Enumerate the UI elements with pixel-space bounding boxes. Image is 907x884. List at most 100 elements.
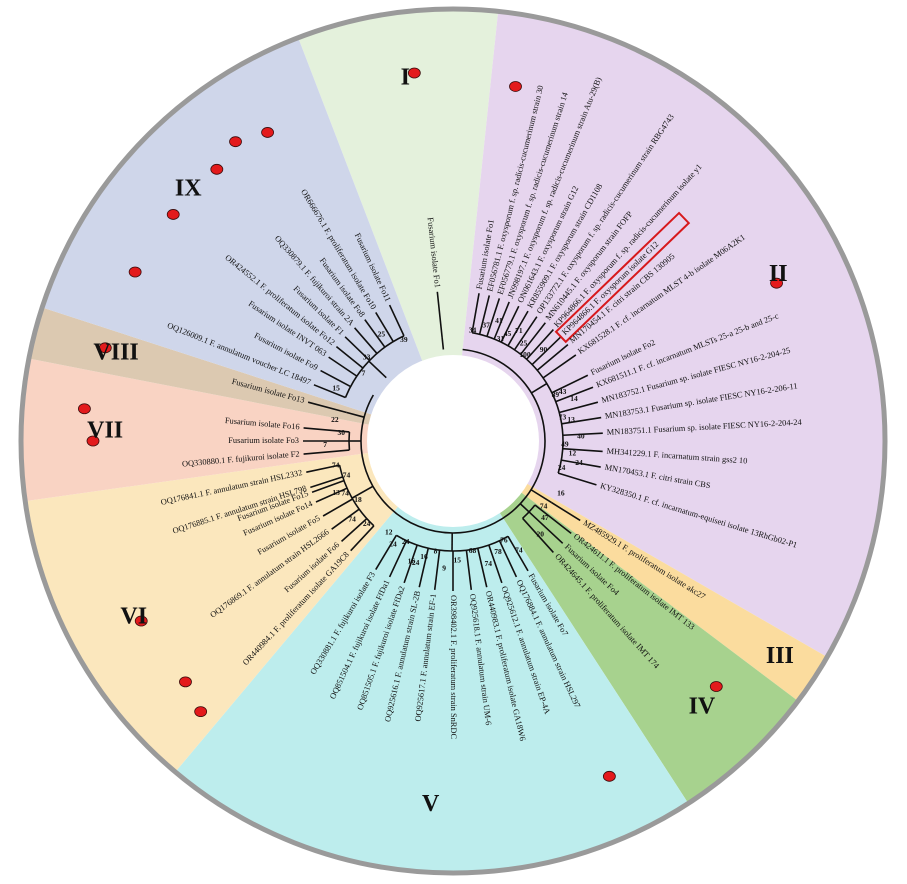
branch-v <box>388 540 408 578</box>
taxon-label: Fusarium isolate Fo3 <box>228 436 299 445</box>
branch-ii <box>513 316 538 351</box>
sample-marker <box>407 67 421 79</box>
sample-marker <box>78 403 91 415</box>
branch-v <box>465 550 473 590</box>
branch-ix <box>320 369 351 388</box>
bootstrap-value: 76 <box>500 536 508 545</box>
node-arc-vi <box>338 464 375 527</box>
bootstrap-value: 74 <box>341 488 349 497</box>
root-arc <box>360 348 546 534</box>
branches <box>303 291 603 591</box>
branch-vi <box>310 476 343 489</box>
bootstrap-value: 7 <box>362 368 366 377</box>
sample-marker <box>128 266 142 278</box>
branch-ii <box>500 305 520 343</box>
branch-iv <box>528 511 564 544</box>
bootstrap-value: 74 <box>343 470 351 479</box>
branch-v <box>507 535 529 572</box>
bootstrap-value: 41 <box>495 316 503 325</box>
branch-vi <box>311 479 345 494</box>
bootstrap-value: 20 <box>537 529 545 538</box>
bootstrap-value: 30 <box>338 428 346 437</box>
bootstrap-value: 15 <box>332 384 340 393</box>
branch-ix <box>313 384 346 399</box>
bootstrap-value: 49 <box>561 440 569 449</box>
clade-label-vii: VII <box>87 417 123 443</box>
branch-ii <box>493 301 510 340</box>
bootstrap-value: 15 <box>453 556 461 565</box>
sample-marker <box>179 676 192 688</box>
branch-ii <box>536 343 569 371</box>
stem-i <box>441 337 445 350</box>
bootstrap-value: 16 <box>408 557 416 566</box>
sample-marker <box>134 615 148 627</box>
stem-ix <box>368 360 387 379</box>
bootstrap-value: 45 <box>504 329 512 338</box>
branch-ii <box>471 293 480 333</box>
sample-marker <box>194 706 208 718</box>
marker-dots <box>78 67 783 782</box>
sample-marker <box>166 209 180 220</box>
branch-i <box>436 291 443 338</box>
inner-hub <box>367 355 539 527</box>
bootstrap-value: 14 <box>570 394 578 403</box>
sample-marker <box>210 163 224 175</box>
branch-ii <box>562 432 603 437</box>
clade-label-v: V <box>422 791 440 817</box>
branch-ii <box>478 295 491 335</box>
branch-vi <box>306 464 340 473</box>
branch-ix <box>335 345 364 369</box>
bootstrap-value: 89 <box>552 390 560 399</box>
stem-ii <box>531 382 548 394</box>
bootstrap-value: 13 <box>332 488 340 497</box>
sector-clade-i <box>294 9 500 441</box>
branch-v <box>403 544 418 584</box>
branch-ii <box>526 328 554 360</box>
node-arc-iv <box>522 504 536 519</box>
bootstrap-value: 43 <box>559 387 567 396</box>
sample-marker <box>86 435 100 447</box>
branch-ii <box>542 354 577 379</box>
branch-vi <box>315 487 348 503</box>
branch-ii <box>486 298 501 337</box>
bootstrap-value: 7 <box>323 440 327 449</box>
branch-ix <box>353 327 378 354</box>
clade-label-ix: IX <box>175 175 202 201</box>
bootstrap-value: 78 <box>494 547 502 556</box>
branch-v <box>375 534 398 570</box>
branch-ii <box>562 447 603 453</box>
clade-label-ii: II <box>769 261 788 287</box>
bootstrap-value: 37 <box>482 320 490 329</box>
stem-viii <box>346 411 365 418</box>
branch-iv <box>534 504 572 534</box>
bootstrap-value: 33 <box>363 352 371 361</box>
branch-ii <box>520 322 546 355</box>
bootstrap-value: 74 <box>332 461 340 470</box>
bootstrap-value: 90 <box>540 345 548 354</box>
branch-ii <box>561 416 602 425</box>
stem-iv <box>519 503 530 513</box>
branch-v <box>433 550 441 590</box>
branch-viii <box>307 401 347 414</box>
branch-v <box>418 548 430 588</box>
bootstrap-value: 39 <box>400 335 408 344</box>
sector-clade-vi <box>21 441 453 780</box>
branch-vii <box>303 427 350 433</box>
bootstrap-value: 24 <box>558 463 566 472</box>
clade-label-vi: VI <box>120 603 147 629</box>
bootstrap-value: 31 <box>497 334 505 343</box>
branch-ix <box>388 304 405 337</box>
sector-clade-v <box>168 441 694 873</box>
branch-ii <box>555 386 594 403</box>
bootstrap-value: 47 <box>541 513 549 522</box>
bootstrap-value: 24 <box>389 540 397 549</box>
bootstrap-value: 24 <box>402 537 410 546</box>
sample-marker <box>261 127 274 138</box>
branch-ii <box>551 374 589 394</box>
branch-iv <box>521 517 554 554</box>
sample-marker <box>229 136 242 148</box>
bootstrap-value: 16 <box>420 552 428 561</box>
bootstrap-value: 100 <box>519 350 531 359</box>
bootstrap-value: 8 <box>434 546 438 555</box>
